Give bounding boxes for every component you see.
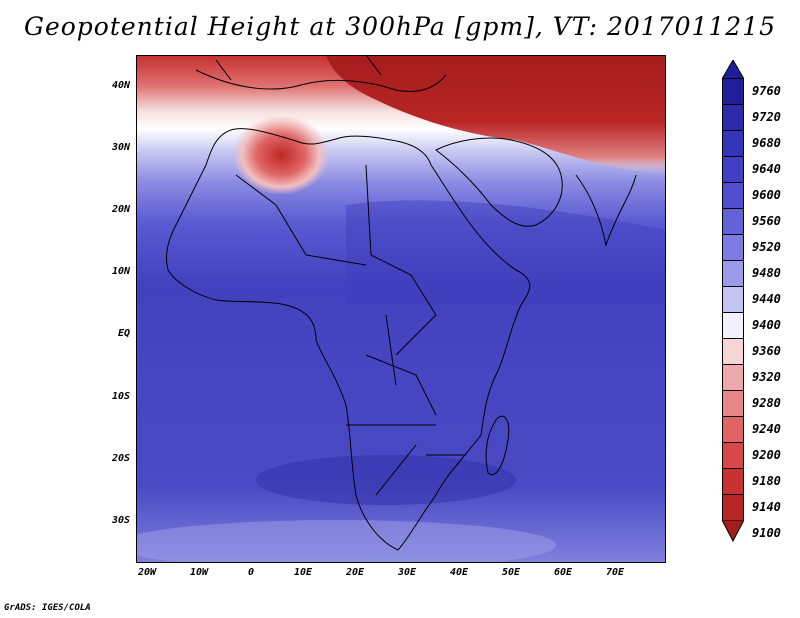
colorbar-segment — [722, 338, 744, 364]
colorbar-level-label: 9760 — [752, 84, 781, 98]
colorbar-level-label: 9440 — [752, 292, 781, 306]
country-borders — [235, 164, 466, 496]
india-coast — [575, 174, 637, 247]
colorbar-segment — [722, 442, 744, 468]
lon-label: 0 — [247, 567, 255, 578]
grads-credit: GrADS: IGES/COLA — [4, 603, 91, 613]
lat-label: 10N — [111, 266, 130, 277]
map-frame — [136, 55, 666, 563]
map-plot — [136, 55, 666, 563]
colorbar-level-label: 9480 — [752, 266, 781, 280]
lon-label: 20W — [137, 567, 157, 578]
colorbar-level-label: 9100 — [752, 526, 781, 540]
lat-label: 30N — [111, 142, 130, 153]
lat-label: 30S — [111, 515, 130, 526]
colorbar-level-label: 9720 — [752, 110, 781, 124]
lon-label: 50E — [501, 567, 521, 578]
colorbar-level-label: 9280 — [752, 396, 781, 410]
madagascar — [485, 415, 510, 476]
colorbar-level-label: 9640 — [752, 162, 781, 176]
southern-light-band — [136, 520, 556, 563]
colorbar-segment — [722, 286, 744, 312]
lon-label: 10E — [293, 567, 313, 578]
lon-label: 10W — [189, 567, 209, 578]
map-title: Geopotential Height at 300hPa [gpm], VT:… — [23, 12, 777, 41]
colorbar-segment — [722, 494, 744, 520]
colorbar-level-label: 9180 — [752, 474, 781, 488]
lon-label: 60E — [553, 567, 573, 578]
colorbar-segment — [722, 156, 744, 182]
lon-label: 40E — [449, 567, 469, 578]
colorbar-segment — [722, 390, 744, 416]
colorbar-segment — [722, 234, 744, 260]
colorbar-level-label: 9560 — [752, 214, 781, 228]
coastlines — [165, 55, 637, 551]
lat-label: 10S — [111, 391, 130, 402]
colorbar-segment — [722, 312, 744, 338]
lat-label: EQ — [117, 328, 130, 339]
colorbar-segment — [722, 130, 744, 156]
colorbar-segment — [722, 78, 744, 104]
colorbar-level-label: 9400 — [752, 318, 781, 332]
arabian-peninsula — [435, 137, 563, 227]
africa-coastline — [165, 128, 531, 551]
colorbar-level-label: 9600 — [752, 188, 781, 202]
lat-label: 40N — [111, 80, 130, 91]
lat-label: 20S — [111, 453, 130, 464]
colorbar-level-label: 9680 — [752, 136, 781, 150]
colorbar-level-label: 9140 — [752, 500, 781, 514]
colorbar-level-label: 9360 — [752, 344, 781, 358]
colorbar-bottom-arrow — [722, 520, 744, 542]
europe-coast — [195, 55, 447, 92]
colorbar-segment — [722, 416, 744, 442]
colorbar-segment — [722, 260, 744, 286]
colorbar-top-arrow — [722, 60, 744, 80]
southern-trough — [256, 455, 516, 505]
colorbar-segment — [722, 104, 744, 130]
lon-label: 20E — [345, 567, 365, 578]
colorbar-level-label: 9520 — [752, 240, 781, 254]
colorbar-level-label: 9240 — [752, 422, 781, 436]
north-africa-high — [233, 115, 329, 195]
high-latitude-red — [326, 55, 666, 175]
lat-label: 20N — [111, 204, 130, 215]
colorbar-level-label: 9200 — [752, 448, 781, 462]
lon-label: 70E — [605, 567, 625, 578]
colorbar-segment — [722, 468, 744, 494]
lon-label: 30E — [397, 567, 417, 578]
colorbar-segment — [722, 364, 744, 390]
subtropical-trough — [346, 200, 666, 305]
colorbar-segment — [722, 182, 744, 208]
colorbar-segment — [722, 208, 744, 234]
colorbar-level-label: 9320 — [752, 370, 781, 384]
